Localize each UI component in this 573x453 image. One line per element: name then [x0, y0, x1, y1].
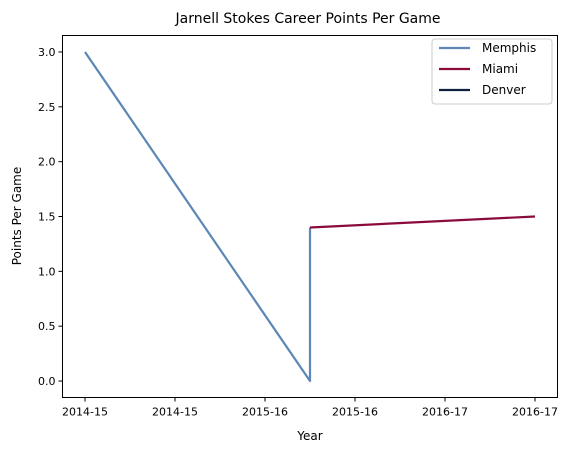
- legend-frame: [431, 38, 553, 105]
- series-lines: [84, 51, 536, 383]
- y-tick-label: 0.0: [38, 375, 56, 388]
- y-tick-label: 0.5: [38, 320, 56, 333]
- y-axis-label: Points Per Game: [10, 167, 24, 266]
- legend-label-miami: Miami: [482, 62, 518, 76]
- y-tick-label: 3.0: [38, 46, 56, 59]
- x-tick-label: 2016-17: [512, 406, 558, 419]
- x-axis: 2014-15 2014-15 2015-16 2015-16 2016-17 2016-…: [62, 397, 558, 419]
- legend-label-denver: Denver: [482, 83, 526, 97]
- x-tick-label: 2015-16: [242, 406, 288, 419]
- x-tick-label: 2014-15: [152, 406, 198, 419]
- y-axis: 0.0 0.5 1.0 1.5 2.0 2.5 3.0: [38, 46, 63, 388]
- y-tick-label: 1.0: [38, 265, 56, 278]
- legend-label-memphis: Memphis: [482, 41, 536, 55]
- legend: Memphis Miami Denver: [431, 38, 553, 105]
- x-tick-label: 2015-16: [332, 406, 378, 419]
- y-tick-label: 2.0: [38, 156, 56, 169]
- y-tick-label: 2.5: [38, 101, 56, 114]
- chart-title: Jarnell Stokes Career Points Per Game: [174, 11, 440, 27]
- x-tick-label: 2014-15: [62, 406, 108, 419]
- series-line-memphis: [84, 51, 312, 383]
- x-tick-label: 2016-17: [422, 406, 468, 419]
- series-line-miami: [309, 215, 536, 229]
- x-axis-label: Year: [296, 429, 322, 443]
- y-tick-label: 1.5: [38, 211, 56, 224]
